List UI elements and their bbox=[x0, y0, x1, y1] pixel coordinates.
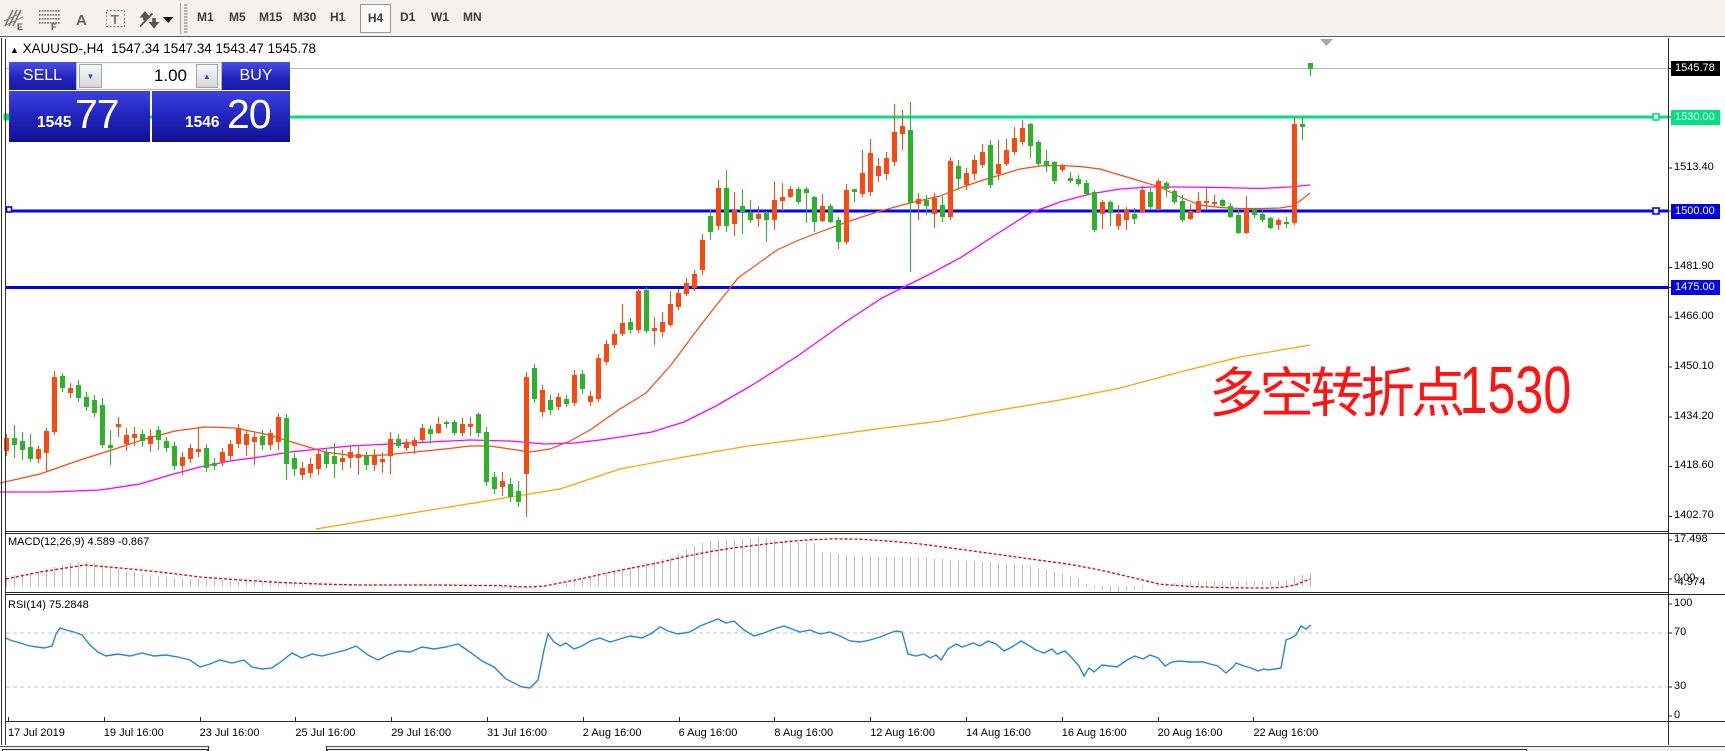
svg-text:A: A bbox=[76, 12, 87, 29]
svg-text:F: F bbox=[51, 22, 57, 32]
svg-text:E: E bbox=[17, 22, 23, 32]
svg-text:T: T bbox=[111, 12, 119, 27]
svg-text:1530: 1530 bbox=[1460, 352, 1572, 428]
